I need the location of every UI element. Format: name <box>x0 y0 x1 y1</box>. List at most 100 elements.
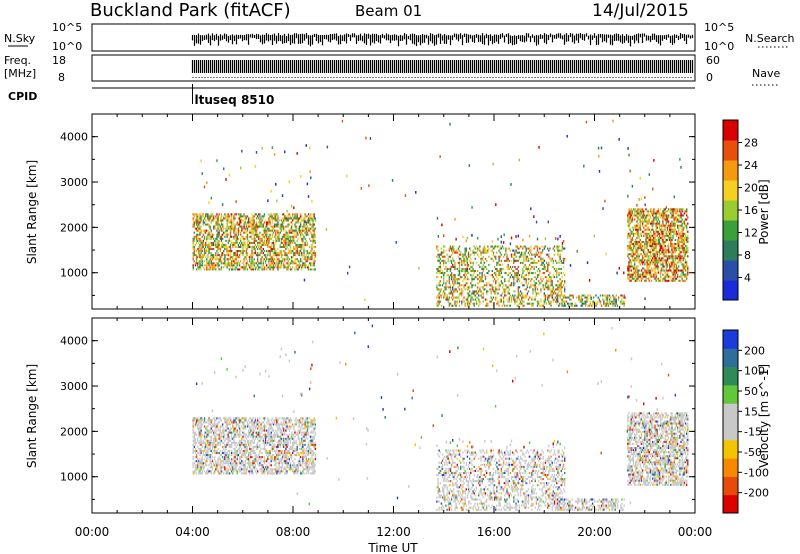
echo-cell <box>472 261 474 264</box>
echo-cell <box>548 263 550 266</box>
echo-cell <box>452 304 454 307</box>
echo-cell <box>650 220 653 223</box>
nave-sample <box>327 77 329 78</box>
echo-cell <box>246 248 249 251</box>
echo-cell <box>524 251 526 254</box>
echo-cell <box>682 263 684 266</box>
echo-cell <box>234 213 236 216</box>
echo-cell <box>235 213 237 216</box>
echo-cell <box>627 218 629 221</box>
nave-sample <box>594 77 596 78</box>
echo-cell <box>241 149 243 153</box>
echo-cell <box>629 214 631 217</box>
echo-cell <box>299 233 302 236</box>
echo-cell <box>662 253 664 256</box>
echo-cell <box>650 208 653 211</box>
echo-cell <box>199 260 201 263</box>
echo-cell <box>509 242 512 246</box>
echo-cell <box>666 234 669 237</box>
echo-cell <box>276 225 278 228</box>
echo-cell <box>249 221 251 224</box>
echo-cell <box>251 233 253 236</box>
echo-cell <box>250 221 252 224</box>
echo-cell <box>273 258 276 261</box>
nave-sample <box>324 77 326 78</box>
echo-cell <box>252 254 254 257</box>
echo-cell <box>304 227 306 230</box>
echo-cell <box>559 257 561 260</box>
nave-sample <box>429 77 431 78</box>
echo-cell <box>672 273 674 276</box>
echo-cell <box>540 276 542 279</box>
echo-cell <box>640 240 643 244</box>
echo-cell <box>241 229 243 232</box>
echo-cell <box>649 243 652 246</box>
echo-cell <box>682 265 684 268</box>
echo-cell <box>284 235 286 238</box>
echo-cell <box>305 223 307 226</box>
echo-cell <box>666 275 669 278</box>
echo-cell <box>440 304 443 307</box>
echo-cell <box>667 275 670 278</box>
echo-cell <box>192 223 194 226</box>
echo-cell <box>252 241 254 244</box>
echo-cell <box>232 243 234 246</box>
echo-cell <box>511 265 514 268</box>
echo-cell <box>636 228 638 231</box>
echo-cell <box>640 212 643 215</box>
echo-cell <box>269 215 271 218</box>
echo-cell <box>543 294 546 297</box>
echo-cell <box>640 247 643 250</box>
echo-cell <box>547 263 549 266</box>
echo-cell <box>216 223 218 226</box>
echo-cell <box>204 241 207 244</box>
echo-cell <box>270 258 272 261</box>
echo-cell <box>436 267 438 270</box>
echo-cell <box>246 268 249 271</box>
echo-cell <box>254 266 257 269</box>
echo-cell <box>307 217 310 220</box>
echo-cell <box>192 219 194 222</box>
echo-cell <box>225 178 227 181</box>
echo-cell <box>263 250 266 253</box>
echo-cell <box>551 265 553 268</box>
echo-cell <box>252 262 254 265</box>
echo-cell <box>549 302 551 305</box>
echo-cell <box>192 254 194 257</box>
echo-cell <box>682 269 684 272</box>
echo-cell <box>681 245 683 248</box>
echo-cell <box>281 237 284 240</box>
echo-cell <box>239 260 242 263</box>
echo-cell <box>650 234 653 237</box>
echo-cell <box>471 292 473 295</box>
echo-cell <box>233 262 235 265</box>
echo-cell <box>659 228 662 231</box>
echo-cell <box>258 268 260 271</box>
nave-sample <box>348 77 350 78</box>
echo-cell <box>568 296 570 299</box>
echo-cell <box>560 282 562 285</box>
echo-cell <box>683 275 686 278</box>
echo-cell <box>510 296 513 299</box>
echo-cell <box>466 263 469 266</box>
echo-cell <box>305 254 307 257</box>
echo-cell <box>642 240 645 244</box>
echo-cell <box>234 254 236 257</box>
echo-cell <box>653 247 655 250</box>
echo-cell <box>671 214 673 217</box>
echo-cell <box>475 296 478 299</box>
echo-cell <box>452 294 454 297</box>
echo-cell <box>481 276 483 279</box>
echo-cell <box>540 290 542 293</box>
echo-cell <box>235 245 237 249</box>
nave-sample <box>330 77 332 78</box>
echo-cell <box>241 227 243 230</box>
echo-cell <box>202 229 205 232</box>
echo-cell <box>652 261 654 264</box>
echo-cell <box>519 253 522 256</box>
echo-cell <box>492 296 495 299</box>
echo-cell <box>532 292 534 295</box>
echo-cell <box>272 262 275 265</box>
echo-cell <box>448 267 451 270</box>
echo-cell <box>272 258 275 261</box>
